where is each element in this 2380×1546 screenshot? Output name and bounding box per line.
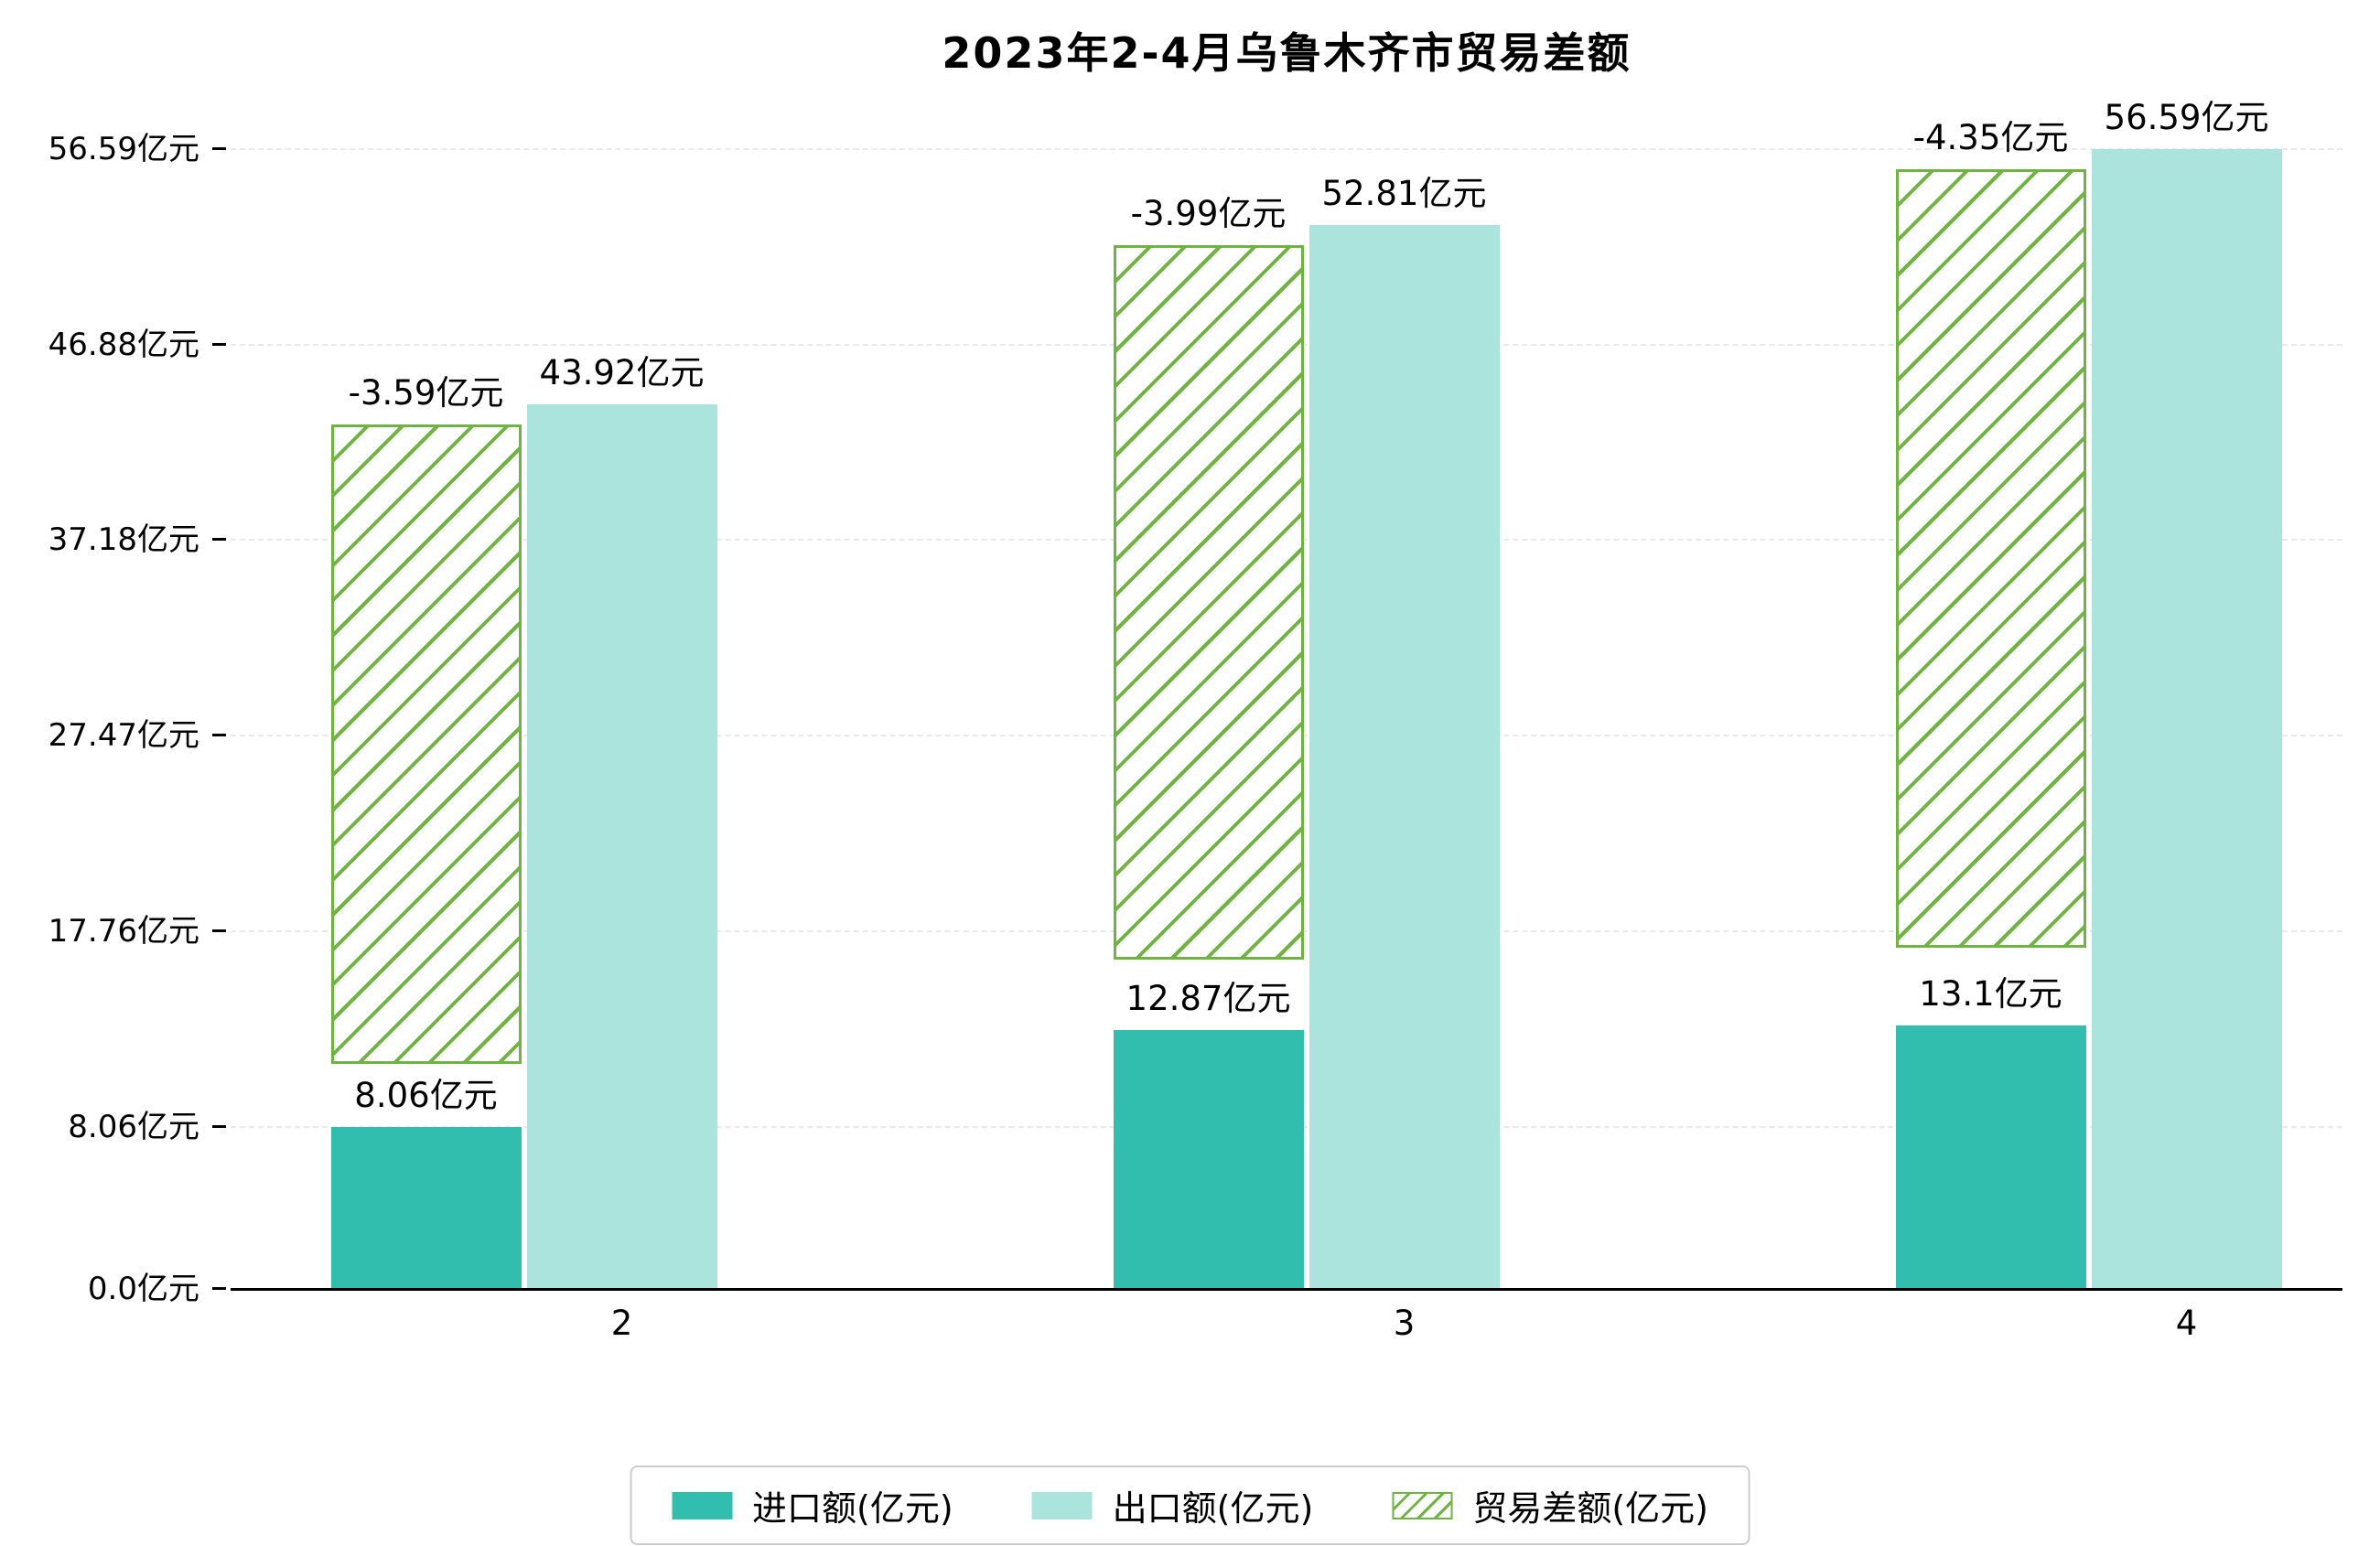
y-gridline — [231, 147, 2342, 150]
trade-balance-value-label: -3.99亿元 — [1130, 194, 1287, 234]
y-tick-label: 0.0亿元 — [87, 1271, 199, 1307]
legend-label-balance: 贸易差额(亿元) — [1472, 1488, 1708, 1529]
legend-item-export: 出口额(亿元) — [1031, 1480, 1314, 1530]
trade-balance-bar — [330, 424, 522, 1065]
y-tick-mark — [212, 538, 226, 542]
import-value-label: 8.06亿元 — [339, 1071, 512, 1120]
legend-label-import: 进口额(亿元) — [752, 1488, 953, 1529]
y-tick-label: 46.88亿元 — [48, 326, 199, 363]
export-value-label: 43.92亿元 — [539, 352, 705, 392]
export-value-label: 56.59亿元 — [2104, 97, 2269, 137]
y-tick-label: 17.76亿元 — [48, 912, 199, 950]
export-bar — [1308, 225, 1500, 1289]
x-axis-line — [231, 1288, 2342, 1291]
balance-swatch-icon — [1392, 1491, 1453, 1519]
legend: 进口额(亿元) 出口额(亿元) 贸易差额(亿元) — [630, 1465, 1750, 1545]
legend-item-balance: 贸易差额(亿元) — [1392, 1480, 1708, 1530]
y-tick-mark — [212, 146, 226, 150]
import-bar — [1895, 1025, 2086, 1289]
import-value-label: 12.87亿元 — [1111, 974, 1306, 1023]
y-tick-label: 56.59亿元 — [48, 130, 199, 167]
chart-title: 2023年2-4月乌鲁木齐市贸易差额 — [942, 28, 1632, 78]
y-tick-label: 27.47亿元 — [48, 717, 199, 755]
x-tick-label: 2 — [610, 1304, 633, 1343]
legend-label-export: 出口额(亿元) — [1112, 1488, 1314, 1529]
y-tick-label: 8.06亿元 — [68, 1108, 199, 1145]
y-tick-label: 37.18亿元 — [48, 521, 199, 559]
trade-balance-bar — [1113, 245, 1304, 960]
x-tick-label: 4 — [2175, 1304, 2198, 1343]
import-value-label: 13.1亿元 — [1904, 970, 2077, 1018]
y-tick-mark — [212, 342, 226, 346]
export-bar — [2091, 148, 2282, 1289]
trade-balance-value-label: -3.59亿元 — [348, 372, 504, 413]
y-tick-mark — [212, 1287, 226, 1290]
export-swatch-icon — [1031, 1491, 1093, 1519]
legend-item-import: 进口额(亿元) — [672, 1480, 953, 1530]
export-bar — [526, 403, 717, 1289]
y-tick-mark — [212, 1124, 226, 1128]
y-tick-mark — [212, 734, 226, 737]
import-bar — [1113, 1029, 1304, 1289]
trade-balance-value-label: -4.35亿元 — [1912, 117, 2069, 157]
import-bar — [330, 1126, 522, 1289]
y-tick-mark — [212, 929, 226, 932]
import-swatch-icon — [672, 1491, 733, 1519]
x-tick-label: 3 — [1393, 1304, 1416, 1343]
export-value-label: 52.81亿元 — [1321, 174, 1487, 214]
trade-balance-bar — [1895, 168, 2086, 948]
